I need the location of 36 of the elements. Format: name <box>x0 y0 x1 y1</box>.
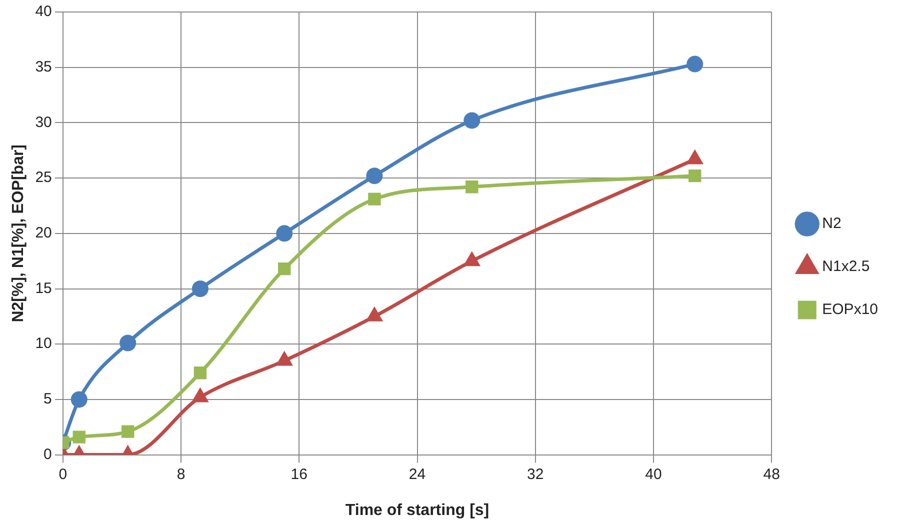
y-tick-label: 10 <box>35 335 52 352</box>
point <box>466 180 478 194</box>
x-tick-label: 24 <box>408 466 426 483</box>
y-tick-label: 25 <box>35 169 52 186</box>
point <box>366 168 383 184</box>
legend-label: N1x2.5 <box>822 258 870 276</box>
point <box>70 391 88 408</box>
point <box>688 169 702 182</box>
y-tick-label: 20 <box>35 224 52 242</box>
y-tick-label: 15 <box>35 280 52 297</box>
x-tick-label: 40 <box>645 466 662 483</box>
point <box>686 56 704 72</box>
point <box>194 366 207 380</box>
y-tick-label: 35 <box>35 58 52 76</box>
x-tick-label: 8 <box>176 466 186 483</box>
point <box>122 425 134 438</box>
x-tick-label: 32 <box>527 466 544 483</box>
y-axis-title: N2[%], N1[%], EOP[bar] <box>10 144 28 322</box>
y-tick-label: 5 <box>44 390 52 408</box>
y-tick-label: 30 <box>35 114 52 131</box>
point <box>464 112 480 129</box>
y-tick-label: 0 <box>44 446 52 463</box>
x-tick-label: 16 <box>290 466 308 483</box>
x-axis-title: Time of starting [s] <box>345 502 490 519</box>
point <box>192 280 208 297</box>
point <box>278 262 291 276</box>
point <box>72 430 86 444</box>
x-tick-label: 48 <box>763 466 780 483</box>
point <box>368 192 381 206</box>
legend-label: N2 <box>822 215 842 232</box>
point <box>464 252 480 266</box>
point <box>120 334 136 352</box>
point <box>276 225 293 242</box>
legend-label: EOPx10 <box>822 301 878 318</box>
y-tick-label: 40 <box>35 3 52 20</box>
x-tick-label: 0 <box>58 466 68 483</box>
